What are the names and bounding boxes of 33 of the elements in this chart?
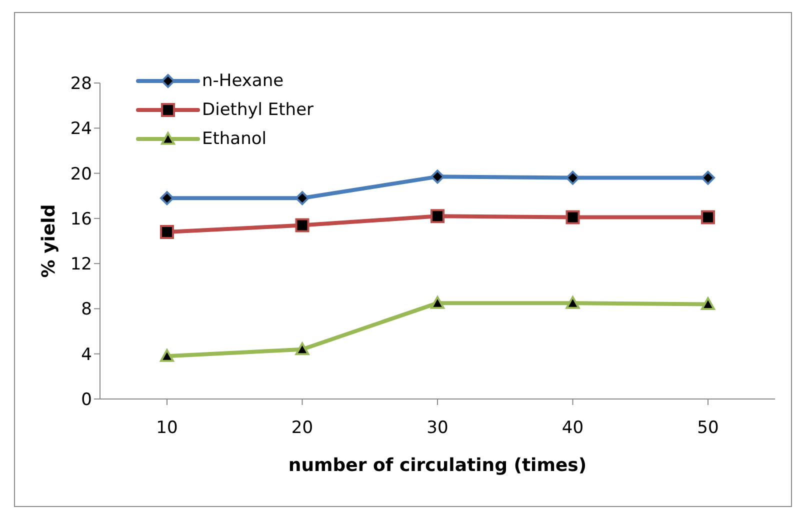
point — [295, 218, 310, 232]
y-axis-title: % yield — [38, 204, 60, 278]
y-tick-label: 12 — [70, 254, 92, 275]
y-tick-label: 0 — [81, 390, 92, 410]
legend-label: Ethanol — [202, 128, 266, 148]
y-tick-label: 8 — [81, 300, 92, 320]
point — [566, 296, 580, 309]
legend-label: Diethyl Ether — [202, 100, 314, 120]
point — [430, 296, 444, 309]
point — [566, 170, 580, 185]
point — [160, 349, 174, 362]
x-tick-label: 30 — [426, 418, 448, 438]
y-tick-label: 16 — [70, 209, 92, 230]
point — [295, 342, 310, 356]
x-tick-label: 50 — [697, 418, 719, 438]
x-tick-label: 10 — [156, 418, 178, 438]
point — [566, 210, 580, 224]
point — [160, 191, 174, 206]
point — [160, 224, 174, 239]
point — [701, 297, 715, 310]
x-axis-title: number of circulating (times) — [288, 455, 587, 476]
y-tick-label: 4 — [81, 344, 92, 365]
y-tick-label: 24 — [70, 119, 92, 140]
x-tick-label: 40 — [562, 418, 584, 438]
y-tick-label: 28 — [70, 74, 92, 94]
point — [295, 191, 310, 206]
point — [430, 170, 444, 184]
x-tick-label: 20 — [291, 418, 314, 438]
y-tick-label: 20 — [70, 164, 92, 184]
legend-label: n-Hexane — [202, 70, 284, 90]
point — [701, 170, 715, 185]
point — [430, 209, 444, 224]
point — [701, 210, 715, 224]
